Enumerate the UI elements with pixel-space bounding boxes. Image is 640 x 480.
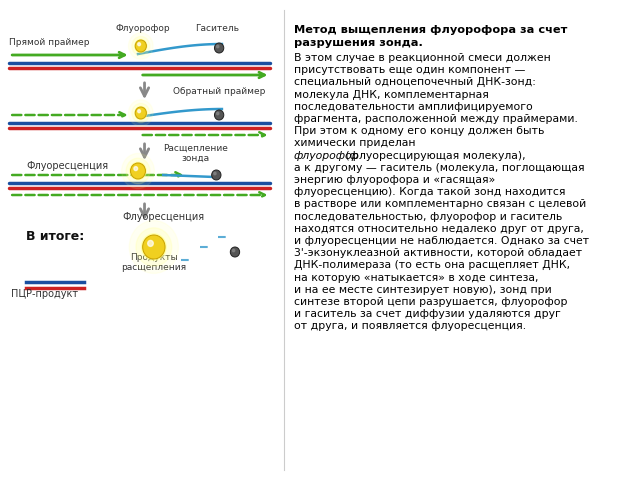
Circle shape: [141, 234, 166, 260]
Text: синтезе второй цепи разрушается, флуорофор: синтезе второй цепи разрушается, флуороф…: [294, 297, 567, 307]
Text: (флуоресцирующая молекула),: (флуоресцирующая молекула),: [342, 151, 526, 161]
Circle shape: [131, 163, 145, 179]
Circle shape: [143, 235, 165, 259]
Circle shape: [136, 228, 172, 266]
Circle shape: [135, 40, 147, 52]
Circle shape: [129, 100, 153, 126]
Circle shape: [138, 110, 141, 113]
Circle shape: [132, 36, 150, 56]
Circle shape: [214, 172, 216, 175]
Text: Флуоресценция: Флуоресценция: [122, 212, 204, 222]
Text: и флуоресценции не наблюдается. Однако за счет: и флуоресценции не наблюдается. Однако з…: [294, 236, 589, 246]
Text: от друга, и появляется флуоресценция.: от друга, и появляется флуоресценция.: [294, 322, 526, 331]
Text: Обратный праймер: Обратный праймер: [173, 87, 266, 96]
Text: молекула ДНК, комплементарная: молекула ДНК, комплементарная: [294, 90, 488, 100]
Text: разрушения зонда.: разрушения зонда.: [294, 38, 422, 48]
Text: Продукты
расщепления: Продукты расщепления: [122, 252, 186, 272]
Text: флуорофор: флуорофор: [294, 151, 359, 161]
Text: химически приделан: химически приделан: [294, 138, 415, 148]
Circle shape: [132, 103, 150, 122]
Text: В этом случае в реакционной смеси должен: В этом случае в реакционной смеси должен: [294, 53, 550, 63]
Text: Метод выщепления флуорофора за счет: Метод выщепления флуорофора за счет: [294, 25, 567, 35]
Circle shape: [230, 247, 239, 257]
Circle shape: [122, 154, 154, 189]
Text: Расщепление
зонда: Расщепление зонда: [163, 144, 228, 163]
Circle shape: [126, 158, 150, 184]
Circle shape: [148, 240, 154, 246]
Circle shape: [134, 39, 147, 53]
Text: Флуоресценция: Флуоресценция: [26, 161, 108, 171]
Text: а к другому — гаситель (молекула, поглощающая: а к другому — гаситель (молекула, поглощ…: [294, 163, 584, 173]
Circle shape: [135, 107, 147, 119]
Circle shape: [138, 43, 141, 46]
Circle shape: [129, 33, 153, 59]
Text: В итоге:: В итоге:: [26, 229, 84, 242]
Circle shape: [130, 162, 146, 180]
Text: ДНК-полимераза (то есть она расщепляет ДНК,: ДНК-полимераза (то есть она расщепляет Д…: [294, 260, 570, 270]
Text: При этом к одному его концу должен быть: При этом к одному его концу должен быть: [294, 126, 544, 136]
Text: ПЦР-продукт: ПЦР-продукт: [11, 289, 78, 299]
Circle shape: [232, 249, 235, 252]
Text: Гаситель: Гаситель: [195, 24, 239, 33]
Text: и гаситель за счет диффузии удаляются друг: и гаситель за счет диффузии удаляются др…: [294, 309, 561, 319]
Text: Прямой праймер: Прямой праймер: [10, 38, 90, 47]
Circle shape: [216, 112, 219, 115]
Text: специальный одноцепочечный ДНК-зонд:: специальный одноцепочечный ДНК-зонд:: [294, 77, 536, 87]
Text: Флуорофор: Флуорофор: [115, 24, 170, 33]
Text: последовательностью, флуорофор и гаситель: последовательностью, флуорофор и гасител…: [294, 212, 562, 222]
Circle shape: [134, 167, 138, 170]
Circle shape: [214, 43, 224, 53]
Text: 3'-экзонуклеазной активности, которой обладает: 3'-экзонуклеазной активности, которой об…: [294, 248, 582, 258]
Text: энергию флуорофора и «гасящая»: энергию флуорофора и «гасящая»: [294, 175, 495, 185]
Text: фрагмента, расположенной между праймерами.: фрагмента, расположенной между праймерам…: [294, 114, 577, 124]
Circle shape: [216, 45, 219, 48]
Text: флуоресценцию). Когда такой зонд находится: флуоресценцию). Когда такой зонд находит…: [294, 187, 565, 197]
Text: присутствовать еще один компонент —: присутствовать еще один компонент —: [294, 65, 525, 75]
Circle shape: [134, 107, 147, 120]
Circle shape: [129, 221, 179, 274]
Circle shape: [212, 170, 221, 180]
Text: последовательности амплифицируемого: последовательности амплифицируемого: [294, 102, 532, 112]
Text: на которую «натыкается» в ходе синтеза,: на которую «натыкается» в ходе синтеза,: [294, 273, 538, 283]
Text: в растворе или комплементарно связан с целевой: в растворе или комплементарно связан с ц…: [294, 199, 586, 209]
Text: находятся относительно недалеко друг от друга,: находятся относительно недалеко друг от …: [294, 224, 584, 234]
Text: и на ее месте синтезирует новую), зонд при: и на ее месте синтезирует новую), зонд п…: [294, 285, 552, 295]
Circle shape: [214, 110, 224, 120]
